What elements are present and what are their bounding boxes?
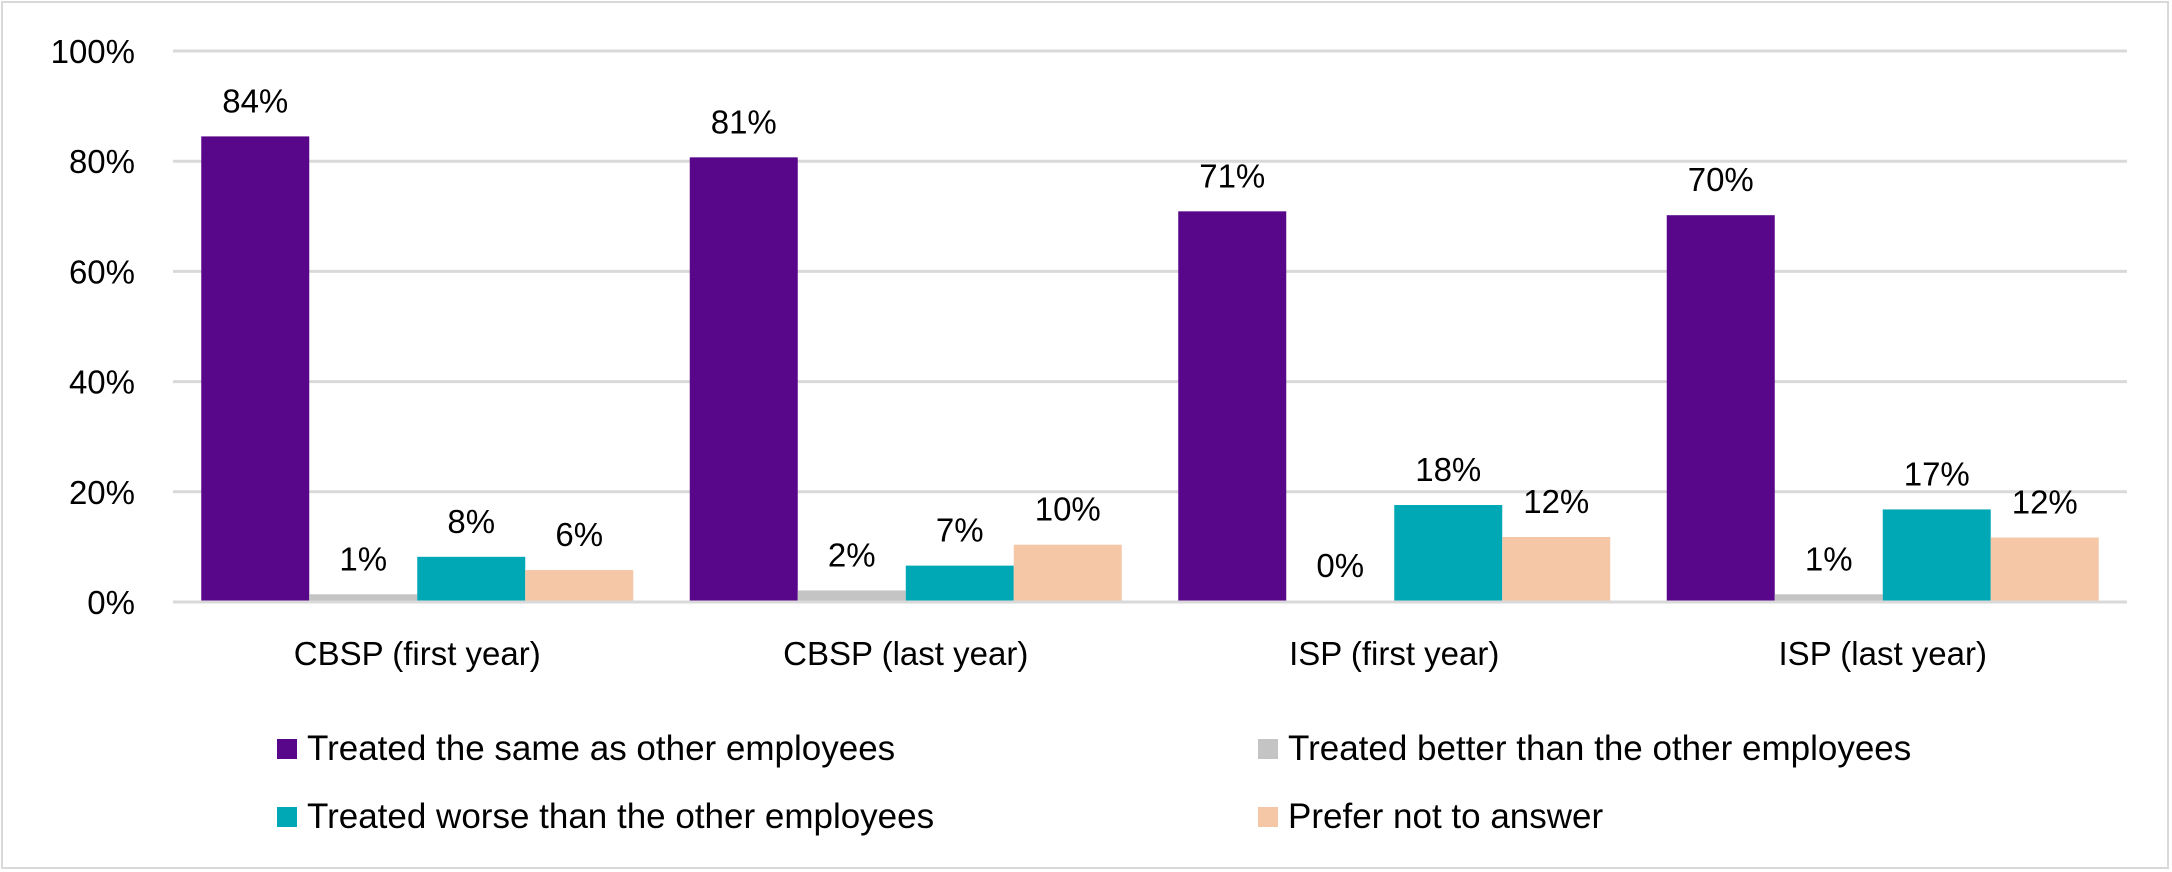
- bar-2-1: [905, 565, 1014, 602]
- data-label: 12%: [1523, 483, 1589, 520]
- data-label: 84%: [222, 82, 288, 119]
- x-tick-label: CBSP (last year): [783, 635, 1028, 672]
- bar-1-3: [1774, 594, 1883, 602]
- legend-label: Prefer not to answer: [1288, 797, 1603, 836]
- data-label: 10%: [1035, 491, 1101, 528]
- data-label: 71%: [1199, 157, 1265, 194]
- bar-3-2: [1502, 536, 1611, 602]
- y-tick-label: 80%: [69, 143, 135, 180]
- legend-swatch-3: [1258, 807, 1278, 827]
- bar-3-0: [525, 570, 634, 602]
- y-tick-label: 40%: [69, 364, 135, 401]
- bar-0-1: [689, 157, 798, 602]
- legend-swatch-2: [277, 807, 297, 827]
- legend-label: Treated better than the other employees: [1288, 729, 1911, 768]
- bar-1-1: [797, 590, 906, 602]
- x-tick-label: ISP (first year): [1289, 635, 1499, 672]
- y-tick-label: 100%: [51, 33, 135, 70]
- bar-0-0: [201, 136, 310, 602]
- data-label: 7%: [936, 512, 984, 549]
- y-tick-label: 60%: [69, 253, 135, 290]
- y-tick-label: 20%: [69, 474, 135, 511]
- data-label: 1%: [339, 540, 387, 577]
- data-label: 12%: [2012, 484, 2078, 521]
- bar-2-3: [1882, 509, 1991, 602]
- legend-label: Treated worse than the other employees: [307, 797, 934, 836]
- bar-0-3: [1666, 215, 1775, 602]
- data-label: 18%: [1415, 451, 1481, 488]
- data-label: 8%: [447, 503, 495, 540]
- bar-2-2: [1394, 505, 1503, 602]
- data-label: 6%: [555, 516, 603, 553]
- data-label: 17%: [1904, 455, 1970, 492]
- legend-label: Treated the same as other employees: [307, 729, 895, 768]
- x-tick-label: ISP (last year): [1779, 635, 1987, 672]
- bar-1-0: [309, 594, 418, 602]
- bar-3-3: [1990, 537, 2099, 602]
- data-label: 2%: [828, 536, 876, 573]
- bar-2-0: [417, 556, 526, 602]
- data-label: 70%: [1688, 161, 1754, 198]
- data-label: 81%: [711, 103, 777, 140]
- bar-3-1: [1013, 544, 1122, 602]
- legend-swatch-0: [277, 739, 297, 759]
- x-tick-label: CBSP (first year): [294, 635, 541, 672]
- data-label: 0%: [1316, 547, 1364, 584]
- bar-0-2: [1178, 211, 1287, 602]
- y-tick-label: 0%: [87, 584, 135, 621]
- data-label: 1%: [1805, 540, 1853, 577]
- legend-swatch-1: [1258, 739, 1278, 759]
